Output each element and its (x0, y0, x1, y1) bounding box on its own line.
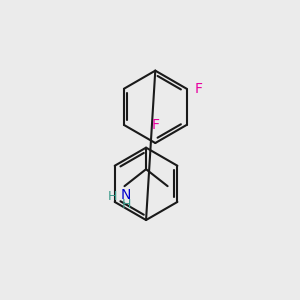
Text: N: N (121, 188, 131, 203)
Text: F: F (151, 118, 159, 132)
Text: H: H (121, 199, 131, 212)
Text: H: H (107, 190, 117, 203)
Text: F: F (194, 82, 202, 96)
